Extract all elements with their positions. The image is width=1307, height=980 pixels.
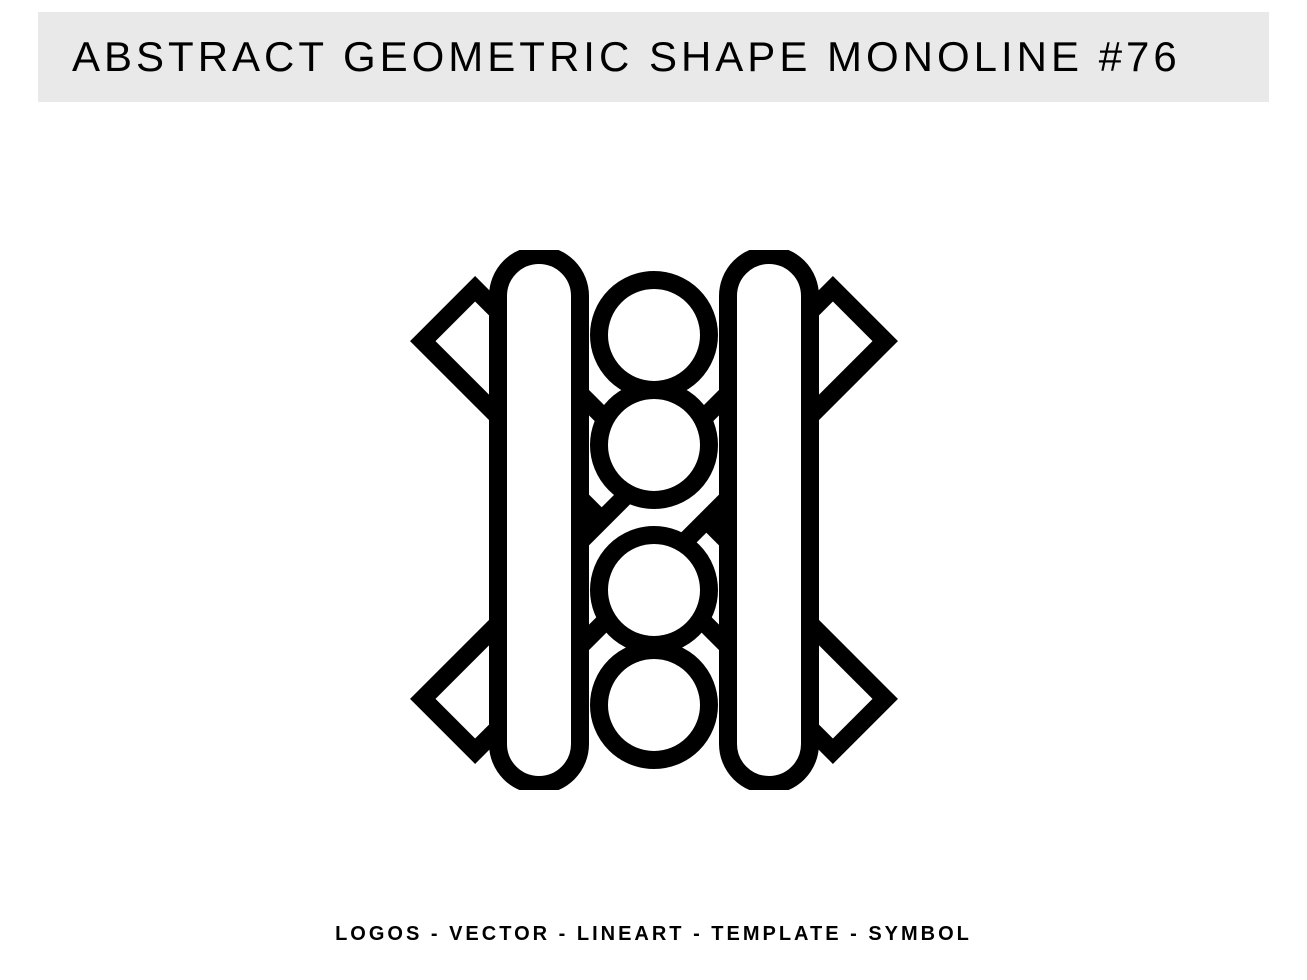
artwork-canvas	[0, 150, 1307, 890]
page-title: ABSTRACT GEOMETRIC SHAPE MONOLINE #76	[72, 33, 1181, 81]
title-bar: ABSTRACT GEOMETRIC SHAPE MONOLINE #76	[38, 12, 1269, 102]
monoline-shape-icon	[384, 250, 924, 790]
footer-tags: LOGOS - VECTOR - LINEART - TEMPLATE - SY…	[0, 923, 1307, 946]
